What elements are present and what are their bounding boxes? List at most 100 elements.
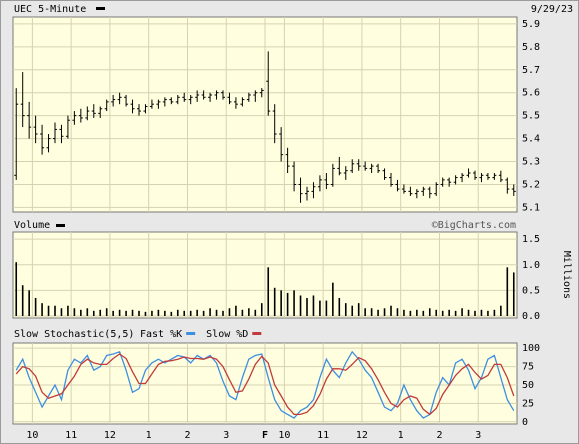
stochastic-title: Slow Stochastic(5,5) [14, 329, 134, 340]
volume-bar [273, 287, 276, 316]
legend-swatch [96, 7, 105, 10]
volume-bar [332, 282, 334, 316]
volume-bar [428, 308, 431, 316]
volume-bar [280, 290, 282, 316]
x-tick-label: 12 [356, 430, 368, 441]
volume-bar [474, 310, 476, 316]
volume-bar [248, 308, 250, 316]
volume-bar [454, 310, 457, 316]
volume-bar [370, 308, 373, 316]
volume-bar [202, 310, 205, 316]
volume-bar [67, 305, 69, 316]
volume-bar [196, 309, 198, 316]
volume-bar [131, 309, 134, 316]
date: 9/29/23 [531, 4, 573, 15]
x-tick-label: F [262, 430, 268, 441]
volume-bar [325, 300, 328, 316]
volume-bar [144, 311, 147, 316]
volume-bar [157, 309, 160, 316]
volume-bar [34, 298, 37, 316]
y-tick-label: 5.6 [522, 88, 540, 99]
y-tick-label: 1.0 [522, 260, 540, 271]
y-tick-label: 5.1 [522, 202, 540, 213]
x-tick-label: 12 [104, 430, 116, 441]
volume-bar [364, 308, 366, 316]
volume-bar [99, 309, 102, 316]
volume-bar [60, 308, 63, 316]
volume-bar [448, 309, 450, 316]
volume-bar [416, 309, 418, 316]
volume-bar [351, 305, 354, 316]
volume-bar [183, 310, 186, 316]
volume-bar [222, 310, 224, 316]
volume-bar [299, 295, 302, 316]
y-tick-label: 0.0 [522, 311, 540, 322]
y-tick-label: 0.5 [522, 285, 540, 296]
volume-bar [215, 309, 218, 316]
volume-bar [54, 305, 56, 316]
x-tick-label: 1 [146, 430, 152, 441]
volume-bar [377, 309, 379, 316]
volume-bar [396, 308, 399, 316]
y-tick-label: 5.3 [522, 157, 540, 168]
volume-bar [344, 303, 347, 316]
x-tick-label: 11 [317, 430, 329, 441]
y-tick-label: 5.4 [522, 134, 540, 145]
volume-bar [15, 262, 18, 316]
volume-bar [403, 309, 405, 316]
x-tick-label: 3 [223, 430, 229, 441]
volume-title: Volume [14, 220, 50, 231]
x-tick-label: 10 [278, 430, 290, 441]
volume-bar [86, 308, 89, 316]
volume-bar [441, 310, 444, 316]
y-tick-label: 1.5 [522, 234, 540, 245]
volume-bar [138, 310, 140, 316]
volume-bar [209, 308, 211, 316]
x-tick-label: 3 [475, 430, 481, 441]
volume-bar [176, 309, 179, 316]
y-tick-label: 25 [522, 398, 534, 409]
volume-bar [383, 308, 386, 316]
y-tick-label: 5.7 [522, 65, 540, 76]
volume-bar [286, 292, 289, 316]
volume-bar [92, 310, 95, 316]
chart-title: UEC 5-Minute [14, 4, 86, 15]
volume-bar [390, 305, 392, 316]
x-tick-label: 2 [184, 430, 190, 441]
volume-bar [235, 305, 237, 316]
volume-axis-label: Millions [561, 251, 572, 299]
volume-bar [461, 308, 463, 316]
volume-bar [105, 308, 108, 316]
volume-bar [312, 295, 315, 316]
volume-bar [41, 303, 43, 316]
legend-label: Fast %K [140, 329, 182, 340]
volume-bar [241, 309, 244, 316]
volume-bar [293, 290, 295, 316]
x-tick-label: 10 [26, 430, 38, 441]
volume-bar [254, 309, 257, 316]
volume-bar [118, 309, 121, 316]
volume-bar [267, 267, 270, 316]
volume-bar [409, 310, 412, 316]
legend-swatch [252, 332, 262, 335]
legend-swatch [56, 224, 65, 227]
volume-bar [228, 308, 231, 316]
volume-bar [260, 303, 263, 316]
volume-bar [319, 300, 321, 316]
stochastic-line [15, 350, 515, 419]
watermark: ©BigCharts.com [432, 220, 516, 231]
volume-bar [80, 309, 82, 316]
volume-bar [500, 305, 502, 316]
legend-label: Slow %D [206, 329, 248, 340]
volume-bar [170, 311, 173, 316]
y-tick-label: 50 [522, 380, 534, 391]
y-tick-label: 100 [522, 343, 540, 354]
stochastic-line [15, 353, 515, 416]
volume-bar [306, 298, 308, 316]
volume-bar [164, 310, 166, 316]
y-tick-label: 5.9 [522, 19, 540, 30]
volume-bar [112, 310, 114, 316]
y-tick-label: 0 [522, 417, 528, 428]
volume-bar [73, 308, 76, 316]
y-tick-label: 5.5 [522, 111, 540, 122]
